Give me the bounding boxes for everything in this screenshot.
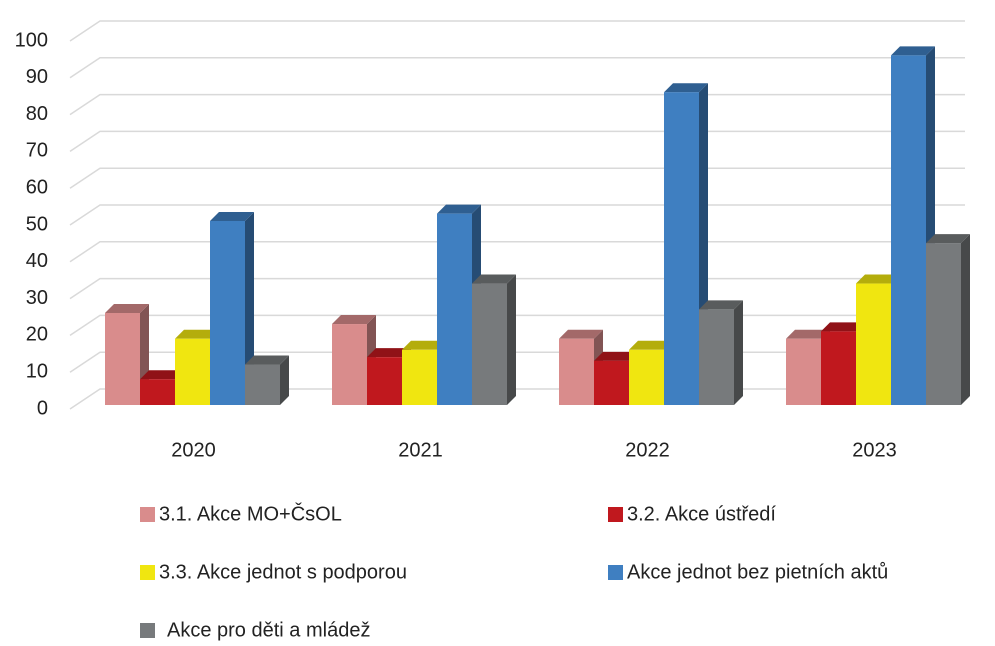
bar [472,274,516,405]
bar-face [140,379,175,405]
x-tick-label: 2022 [625,439,670,461]
y-tick-label: 10 [26,360,48,382]
bar-face [472,274,516,284]
bar-face [891,46,935,56]
bar-face [821,331,856,405]
bar-face [280,355,289,405]
bar [245,355,289,405]
grid-line [69,241,965,263]
legend-swatch [140,623,155,638]
bar-face [629,349,664,405]
bar-face [437,204,481,214]
bar [332,315,376,405]
bar-face [891,55,926,406]
grid-line [69,93,965,116]
bar-face [926,243,961,405]
x-tick-label: 2023 [852,439,897,461]
bar-face [856,283,891,405]
bar-face [594,351,638,361]
grid-line [69,167,965,189]
bar-face [559,329,603,339]
bar-face [734,300,743,405]
legend-label: Akce pro děti a mládež [167,619,370,641]
grid-line [69,277,965,300]
bar-face [559,338,594,405]
y-tick-label: 40 [26,250,48,272]
bar [699,300,743,405]
x-tick-label: 2020 [171,439,216,461]
bar [926,234,970,405]
legend-swatch [140,507,155,522]
bar-face [856,274,900,284]
bar-face [926,234,970,244]
legend-label: Akce jednot bez pietních aktů [627,561,888,583]
bar-face [629,340,673,350]
bar-face [507,274,516,405]
legend-label: 3.1. Akce MO+ČsOL [159,502,342,525]
y-tick-label: 30 [26,287,48,309]
grid-line [69,130,965,153]
bar-face [699,300,743,310]
legend-swatch [608,565,623,580]
bar-face [786,338,821,405]
bar-face [332,324,367,405]
bar-face [472,283,507,405]
bar-face [175,338,210,405]
bar-face [367,348,411,358]
y-tick-label: 100 [15,29,48,51]
y-tick-label: 60 [26,176,48,198]
bar-face [664,83,708,93]
bar-face [332,315,376,325]
bar-face [210,212,254,221]
bar-face [245,355,289,365]
y-tick-label: 80 [26,103,48,125]
bar-face [437,213,472,405]
bar-face [367,357,402,405]
bar-face [664,92,699,405]
legend-swatch [608,507,623,522]
bar-face [245,364,280,405]
bar-face [961,234,970,405]
bar [210,212,254,405]
y-tick-label: 50 [26,213,48,235]
bar-face [140,370,184,380]
bar-face [105,313,140,405]
y-tick-label: 0 [37,397,48,419]
bar-face [402,340,446,350]
bar-face [594,360,629,405]
y-tick-label: 20 [26,324,48,346]
x-tick-label: 2021 [398,439,443,461]
grid-line [69,57,965,79]
y-tick-label: 90 [26,66,48,88]
y-tick-label: 70 [26,140,48,162]
bar-face [210,221,245,405]
bar-face [245,212,254,405]
bar-face [175,329,219,339]
grid-line [69,204,965,226]
bar-face [402,349,437,405]
bar-face [786,329,830,339]
grid-line [69,20,965,42]
legend-label: 3.3. Akce jednot s podporou [159,561,407,583]
bar-face [105,304,149,313]
bar-face [821,322,865,332]
bar-face [699,309,734,405]
legend-label: 3.2. Akce ústředí [627,503,776,525]
legend-swatch [140,565,155,580]
